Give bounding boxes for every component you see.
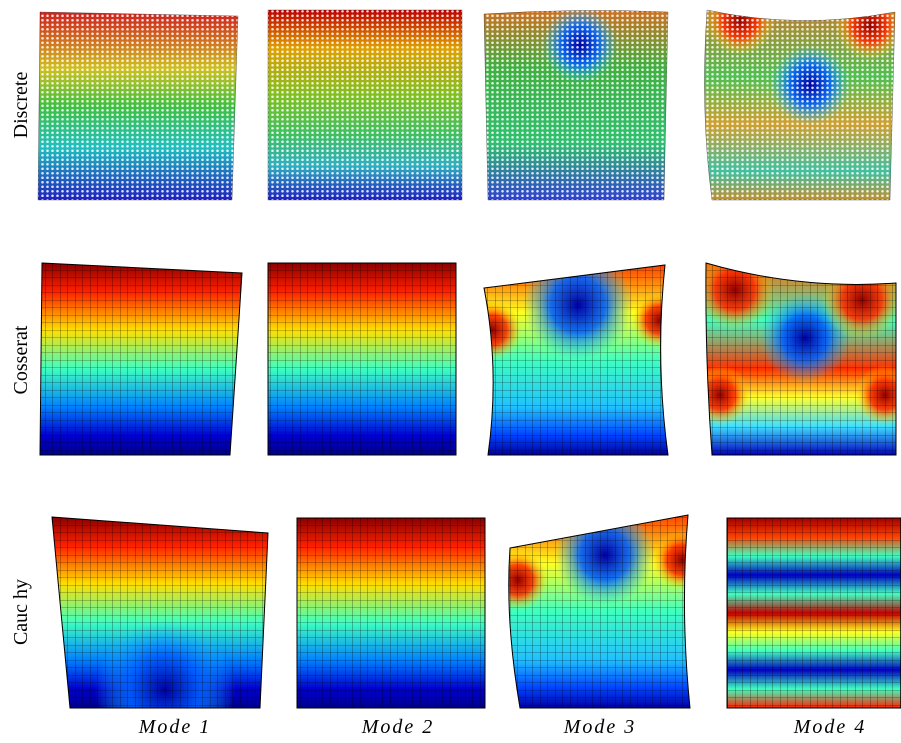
mesh [706, 263, 896, 455]
mode-shape [52, 517, 268, 743]
mode-shape [727, 518, 901, 708]
mode-shape [297, 518, 485, 708]
column-label: Mode 2 [361, 716, 435, 738]
mode-shape [268, 263, 456, 455]
mesh [704, 10, 895, 200]
mesh [297, 518, 485, 708]
mesh [484, 10, 668, 200]
mesh [484, 265, 668, 455]
mode-shape [462, 250, 688, 455]
row-label: Cauc hy [10, 579, 32, 645]
mode-shape [484, 7, 668, 200]
mesh [509, 515, 690, 708]
mode-shape [40, 263, 242, 455]
row-label: Cosserat [10, 325, 32, 394]
mesh [727, 518, 901, 708]
column-label: Mode 3 [563, 716, 637, 738]
mesh [268, 10, 462, 200]
column-label: Mode 1 [138, 716, 212, 738]
mode-shape [704, 0, 901, 200]
row-label: Discrete [10, 72, 32, 139]
mesh [40, 263, 242, 455]
mesh [52, 517, 268, 708]
mode-shape [38, 12, 238, 200]
column-label: Mode 4 [793, 716, 867, 738]
mode-panels [38, 0, 901, 743]
mode-shape [488, 505, 712, 708]
figure: Discrete Cosserat Cauc hy Mode 1 Mode 2 … [0, 0, 901, 743]
mesh [38, 12, 238, 200]
mesh [268, 263, 456, 455]
mode-shape [268, 10, 462, 200]
